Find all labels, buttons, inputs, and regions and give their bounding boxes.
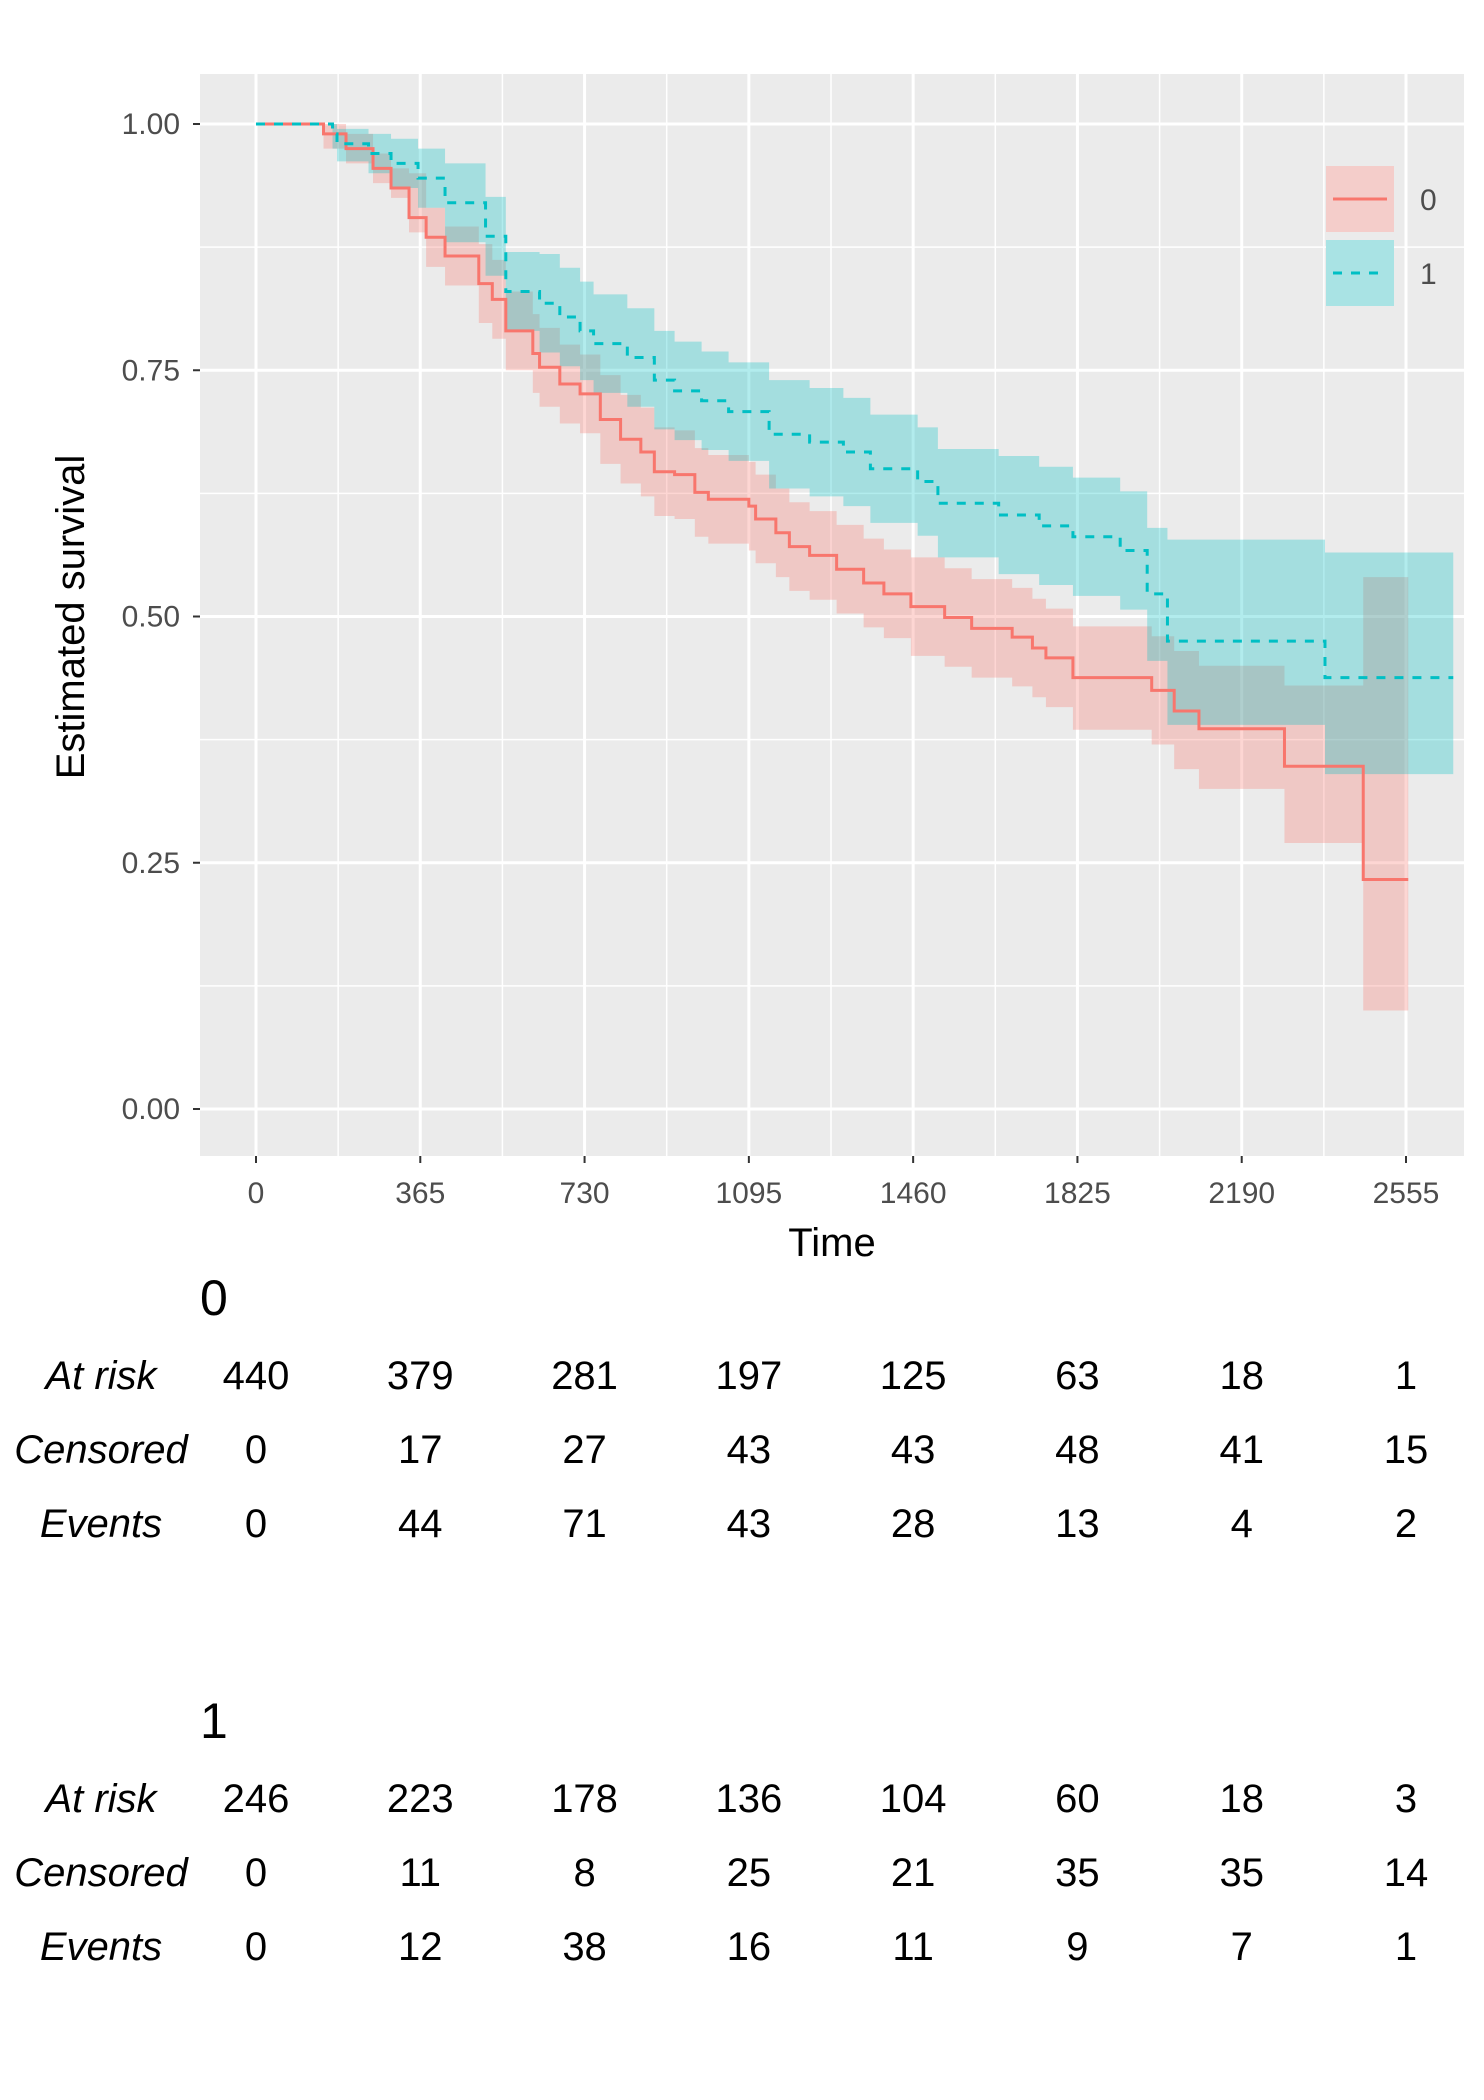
y-axis-title: Estimated survival — [49, 455, 93, 780]
confidence-band-1 — [256, 124, 1454, 775]
risk-cell: 2 — [1395, 1502, 1417, 1546]
risk-cell: 3 — [1395, 1777, 1417, 1821]
risk-cell: 44 — [398, 1502, 443, 1546]
risk-cell: 25 — [727, 1851, 772, 1895]
risk-cell: 0 — [245, 1502, 267, 1546]
risk-cell: 27 — [562, 1428, 607, 1472]
risk-cell: 16 — [727, 1925, 772, 1969]
x-tick-label: 1095 — [715, 1177, 782, 1210]
risk-cell: 379 — [387, 1354, 454, 1398]
risk-cell: 223 — [387, 1777, 454, 1821]
y-tick-label: 0.25 — [122, 847, 180, 880]
risk-cell: 0 — [245, 1925, 267, 1969]
risk-cell: 12 — [398, 1925, 443, 1969]
x-tick-label: 365 — [395, 1177, 445, 1210]
risk-row-label: Events — [40, 1502, 162, 1546]
survival-curve-1 — [256, 122, 1454, 680]
legend-label-0: 0 — [1420, 184, 1437, 217]
risk-row-label: Events — [40, 1925, 162, 1969]
risk-cell: 4 — [1231, 1502, 1253, 1546]
risk-cell: 38 — [562, 1925, 607, 1969]
survival-curves — [256, 122, 1454, 881]
risk-cell: 15 — [1384, 1428, 1429, 1472]
risk-cell: 197 — [715, 1354, 782, 1398]
risk-cell: 48 — [1055, 1428, 1100, 1472]
risk-row-label: Censored — [14, 1851, 189, 1895]
risk-cell: 246 — [223, 1777, 290, 1821]
risk-cell: 71 — [562, 1502, 607, 1546]
risk-cell: 136 — [715, 1777, 782, 1821]
risk-cell: 18 — [1219, 1354, 1264, 1398]
risk-cell: 440 — [223, 1354, 290, 1398]
risk-cell: 8 — [573, 1851, 595, 1895]
risk-cell: 281 — [551, 1354, 618, 1398]
risk-cell: 11 — [400, 1851, 442, 1895]
risk-row-label: Censored — [14, 1428, 189, 1472]
risk-cell: 104 — [880, 1777, 947, 1821]
risk-cell: 60 — [1055, 1777, 1100, 1821]
risk-cell: 0 — [245, 1851, 267, 1895]
risk-cell: 14 — [1384, 1851, 1429, 1895]
y-tick-label: 0.00 — [122, 1093, 180, 1126]
risk-cell: 43 — [727, 1428, 772, 1472]
risk-cell: 11 — [892, 1925, 934, 1969]
risk-cell: 35 — [1055, 1851, 1100, 1895]
risk-cell: 1 — [1395, 1925, 1417, 1969]
risk-cell: 17 — [398, 1428, 443, 1472]
risk-row-label: At risk — [43, 1354, 158, 1398]
risk-cell: 21 — [891, 1851, 936, 1895]
risk-cell: 1 — [1395, 1354, 1417, 1398]
y-tick-label: 0.50 — [122, 601, 180, 634]
risk-cell: 43 — [891, 1428, 936, 1472]
risk-cell: 9 — [1066, 1925, 1088, 1969]
risk-cell: 41 — [1219, 1428, 1264, 1472]
x-tick-label: 0 — [248, 1177, 265, 1210]
confidence-band-0 — [256, 124, 1409, 1011]
risk-cell: 0 — [245, 1428, 267, 1472]
risk-cell: 63 — [1055, 1354, 1100, 1398]
risk-cell: 28 — [891, 1502, 936, 1546]
x-tick-label: 1825 — [1044, 1177, 1111, 1210]
risk-table-1: 1 At risk 246 223 178 136 104 60 18 3 Censored 0 11 8… — [14, 1693, 1428, 1969]
risk-cell: 13 — [1055, 1502, 1100, 1546]
x-tick-label: 2190 — [1208, 1177, 1275, 1210]
legend: 01 — [1326, 166, 1437, 306]
legend-label-1: 1 — [1420, 258, 1437, 291]
y-tick-label: 1.00 — [122, 108, 180, 141]
survival-curve-0 — [256, 122, 1409, 881]
risk-cell: 18 — [1219, 1777, 1264, 1821]
x-tick-label: 2555 — [1373, 1177, 1440, 1210]
axes: 0 365 730 1095 1460 1825 2190 2555 0.00 0.25 0.50 0… — [122, 108, 1440, 1210]
risk-cell: 178 — [551, 1777, 618, 1821]
risk-cell: 35 — [1219, 1851, 1264, 1895]
y-tick-label: 0.75 — [122, 354, 180, 387]
confidence-bands — [256, 124, 1454, 1011]
risk-table-title: 0 — [200, 1270, 228, 1326]
risk-cell: 125 — [880, 1354, 947, 1398]
risk-row-label: At risk — [43, 1777, 158, 1821]
x-tick-label: 730 — [560, 1177, 610, 1210]
x-tick-label: 1460 — [880, 1177, 947, 1210]
x-axis-title: Time — [788, 1221, 875, 1265]
risk-cell: 43 — [727, 1502, 772, 1546]
risk-table-title: 1 — [200, 1693, 228, 1749]
risk-cell: 7 — [1231, 1925, 1253, 1969]
gridlines — [200, 74, 1464, 1156]
